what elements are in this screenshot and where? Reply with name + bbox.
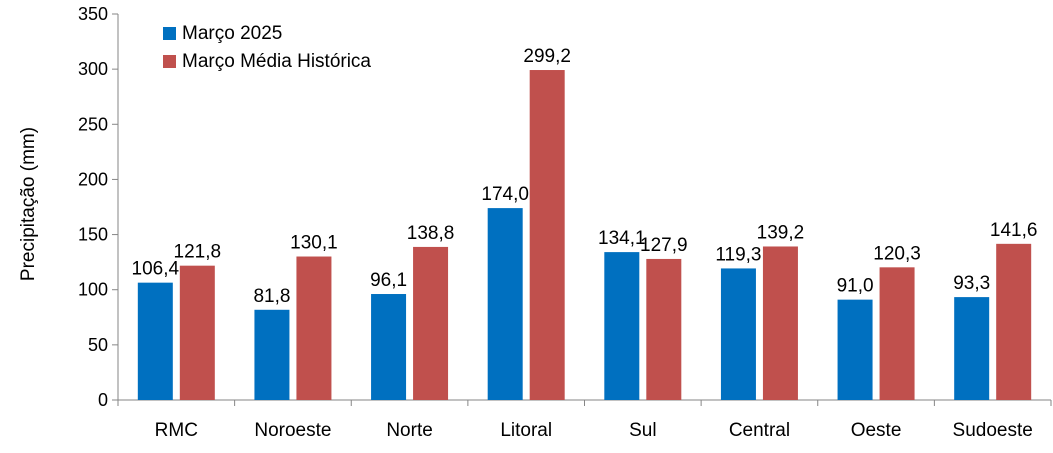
y-axis: 0 50 100 150 200 250 300 350 (78, 4, 119, 410)
bar-series-2 (996, 243, 1032, 400)
bar-series-2 (529, 70, 565, 400)
bar-series-2 (179, 265, 215, 400)
data-label: 141,6 (990, 220, 1038, 241)
x-tick-label: RMC (155, 420, 198, 441)
x-tick-label: Central (729, 420, 790, 441)
data-label: 139,2 (757, 222, 805, 243)
bar-series-1 (371, 294, 407, 400)
x-axis: RMC Noroeste Norte Litoral Sul Central Oeste Su… (117, 399, 1052, 441)
data-label: 121,8 (174, 242, 222, 263)
bars (137, 70, 1032, 400)
y-tick-label: 350 (78, 4, 108, 24)
legend-label: Março 2025 (182, 23, 282, 44)
bar-series-1 (254, 309, 290, 400)
y-tick-label: 150 (78, 225, 108, 245)
x-tick-label: Noroeste (254, 420, 331, 441)
x-tick-label: Norte (386, 420, 432, 441)
bar-series-2 (762, 246, 798, 400)
bar-series-1 (487, 208, 523, 400)
bar-series-2 (646, 258, 682, 400)
bar-series-1 (137, 282, 173, 400)
data-label: 174,0 (481, 184, 529, 205)
data-label: 120,3 (873, 243, 921, 264)
data-label: 81,8 (253, 286, 290, 307)
data-label: 130,1 (290, 233, 338, 254)
y-tick-label: 200 (78, 169, 108, 189)
legend-swatch (163, 55, 176, 68)
legend-label: Março Média Histórica (182, 51, 371, 72)
bar-series-2 (879, 267, 915, 400)
data-label: 127,9 (640, 235, 688, 256)
y-tick-label: 100 (78, 280, 108, 300)
y-axis-title: Precipitação (mm) (18, 127, 39, 281)
bar-series-2 (296, 256, 332, 400)
bar-series-1 (954, 297, 990, 400)
bar-series-1 (604, 252, 640, 400)
legend-swatch (163, 27, 176, 40)
data-label: 91,0 (837, 276, 874, 297)
bar-series-1 (837, 299, 873, 400)
y-tick-label: 250 (78, 114, 108, 134)
x-tick-label: Sudoeste (953, 420, 1033, 441)
bar-series-2 (413, 246, 449, 400)
data-label: 93,3 (953, 273, 990, 294)
data-label: 134,1 (598, 228, 646, 249)
data-label: 106,4 (132, 259, 180, 280)
y-tick-label: 50 (88, 335, 108, 355)
y-tick-label: 0 (98, 390, 108, 410)
data-label: 299,2 (523, 46, 571, 67)
legend: Março 2025 Março Média Histórica (163, 23, 371, 72)
data-label: 119,3 (715, 244, 761, 265)
x-tick-label: Litoral (500, 420, 552, 441)
data-label: 138,8 (407, 223, 455, 244)
data-label: 96,1 (370, 270, 407, 291)
y-tick-label: 300 (78, 59, 108, 79)
x-tick-label: Oeste (851, 420, 902, 441)
bar-series-1 (720, 268, 756, 400)
x-tick-label: Sul (629, 420, 656, 441)
